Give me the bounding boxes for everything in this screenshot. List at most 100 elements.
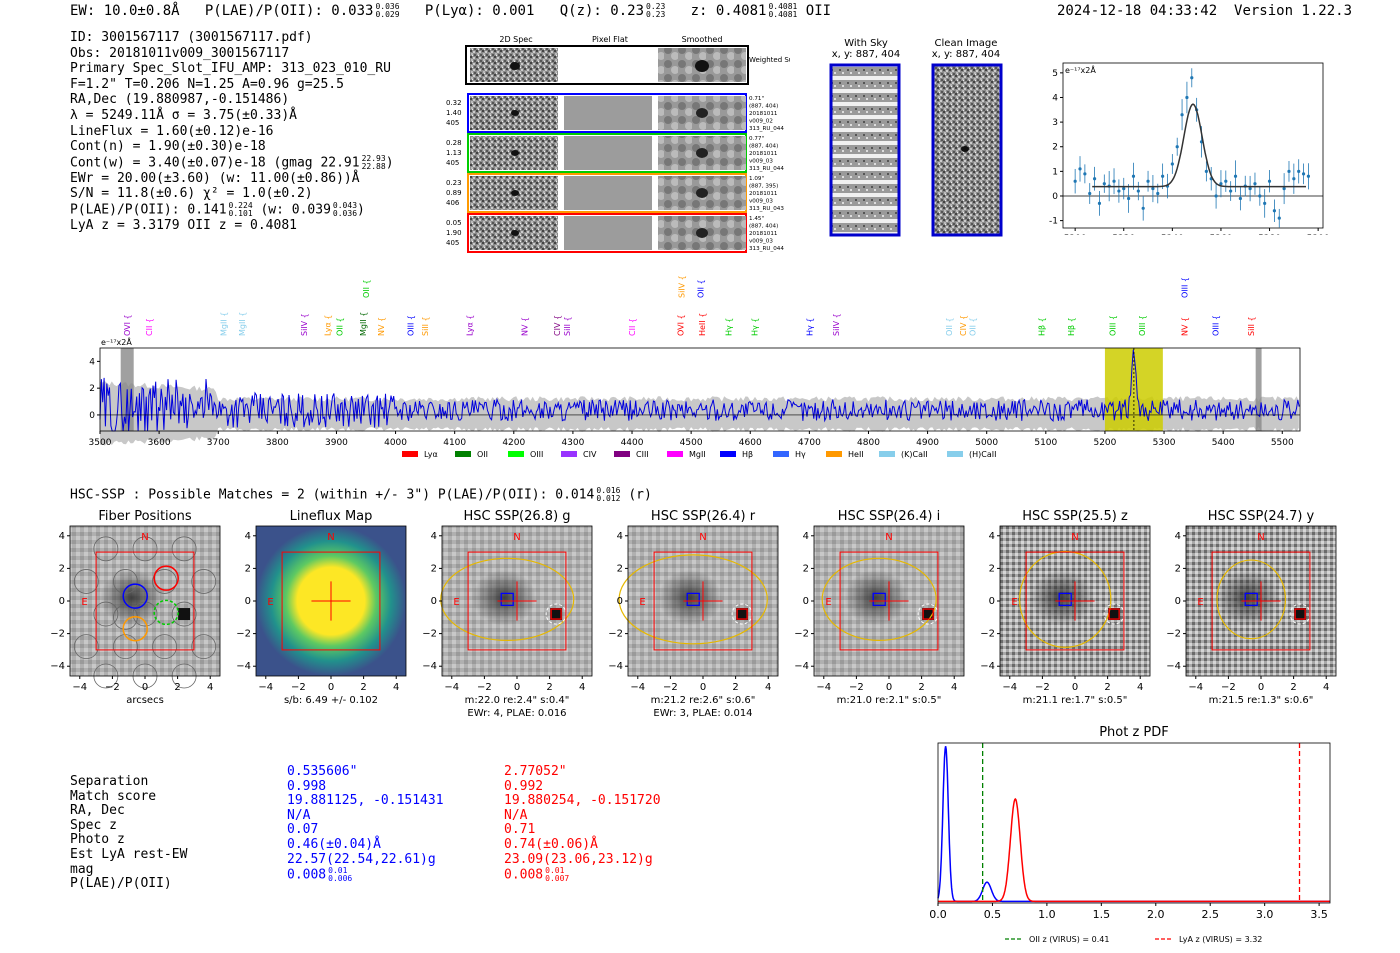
photz-xtick: 2.0 [1147,908,1165,921]
zoom-ytick: 0 [1052,192,1058,202]
stamp-xtick: −4 [1002,682,1017,693]
col-header-pixelflat: Pixel Flat [592,35,628,44]
comparison-cell: Separation [70,774,149,789]
east-label: E [1197,597,1203,608]
zoom-point [1219,182,1223,186]
stamp-xtick: −2 [663,682,678,693]
zoom-point [1112,179,1116,183]
east-label: E [267,597,273,608]
plae-value: P(LAE)/P(OII): 0.033 [204,3,374,19]
spectrum-ytick: 2 [89,384,95,394]
zoom-ytick: 2 [1052,143,1058,153]
legend-swatch [508,451,524,457]
emission-line-label: CII { [628,318,637,336]
legend-label: Hγ [795,450,806,459]
timestamp: 2024-12-18 04:33:42 [1057,3,1218,19]
north-label: N [513,532,520,543]
zoom-point [1117,189,1121,193]
spectrum-xtick: 5000 [975,438,998,448]
zoom-point [1301,172,1306,176]
sky-panels [829,63,1003,237]
z-value: z: 0.4081 [690,3,767,19]
emission-line-label: HeII { [698,313,707,336]
zoom-point [1102,182,1106,186]
stamp-xtick: 0 [142,682,148,693]
spectrum-xtick: 4100 [443,438,466,448]
zoom-point [1297,169,1301,173]
zoom-point [1204,169,1208,173]
comparison-blue-match: 0.535606" 0.998 19.881125, -0.151431 N/A 0.0… [287,764,444,882]
stamp-xtick: 0 [700,682,706,693]
cutout-row-metric: 0.89 [446,189,462,197]
emission-line-label: OVI { [676,314,685,336]
summary-radec: RA,Dec (19.880987,-0.151486) [70,92,290,108]
stamp-xtick: 4 [1137,682,1143,693]
spectrum-error-band [100,381,1299,446]
stamp-xtick: 4 [579,682,585,693]
legend-swatch [614,451,630,457]
stamp-xtick: 4 [951,682,957,693]
zoom-point [1146,179,1150,183]
comparison-cell: 0.998 [287,778,327,794]
stamp-xtick: 2 [1104,682,1110,693]
legend-swatch [826,451,842,457]
match-marker-blue [872,592,886,607]
stamp-xtick: 0 [514,682,520,693]
north-label: N [141,532,148,543]
cutout-row-metric: 1.90 [446,229,462,237]
photz-legend-label: OII z (VIRUS) = 0.41 [1029,935,1109,944]
cutout-row-meta: 313_RU_044 [749,126,784,132]
zoom-point [1267,179,1272,183]
photz-xtick: 3.0 [1256,908,1274,921]
photz-xtick: 0.0 [929,908,947,921]
cutout-row-meta: 1.45" [749,216,764,222]
summary-primary: Primary Spec_Slot_IFU_AMP: 313_023_010_R… [70,61,391,77]
stamp-caption: m:22.0 re:2.4" s:0.4" [465,695,570,706]
emission-line-label: OII { [945,317,954,336]
stamp-ytick: 0 [431,596,437,607]
col-header-2dspec: 2D Spec [499,35,532,44]
legend-swatch [947,451,963,457]
stamp-ytick: 4 [431,531,437,542]
zoom-point [1127,196,1131,201]
zoom-point [1272,209,1277,213]
cutout-row-metric: 405 [446,119,459,127]
cutout-row-metric: 0.23 [446,179,462,187]
cutout-row-meta: 20181011 [749,231,778,237]
comparison-cell: P(LAE)/P(OII) [70,876,172,892]
stamp-panel: HSC SSP(26.4) i N E −4 −4 −2 −2 0 0 2 2 4 4 m:21.0 re… [794,509,965,706]
summary-contw: Cont(w) = 3.40(±0.07)e-18 (gmag 22.91 22.… [70,153,394,171]
stamp-ytick: 2 [431,563,437,574]
cutout-row-metric: 1.13 [446,149,462,157]
zoom-xtick: 5260 [1209,234,1232,235]
stamp-xtick: 0 [1258,682,1264,693]
match-marker-blue [1244,592,1258,607]
legend-swatch [667,451,683,457]
zoom-ytick: -1 [1049,217,1058,227]
cutout-row-metric: 0.28 [446,139,462,147]
stamp-xtick: −2 [849,682,864,693]
cutout-panel: 2D Spec Pixel Flat Smoothed Weighted Sum… [446,35,790,253]
emission-line-label: Hγ { [724,318,733,336]
stamp-title: HSC SSP(25.5) z [1022,509,1128,524]
emission-line-label: SiII { [1247,316,1256,336]
clean-image-title: Clean Image x, y: 887, 404 [931,38,1001,60]
stamp-ytick: 2 [803,563,809,574]
emission-line-label: Lyα { [324,315,333,336]
stamp-ytick: 4 [989,531,995,542]
comparison-cell: N/A [287,807,311,823]
east-label: E [453,597,459,608]
photz-title: Phot z PDF [1099,725,1169,740]
cutout-row-meta: (887, 404) [749,144,778,150]
stamp-ytick: −2 [608,629,623,640]
stamp-xtick: −4 [1188,682,1203,693]
zoom-point [1151,186,1155,191]
spectrum-xtick: 4300 [561,438,584,448]
north-label: N [699,532,706,543]
emission-line-label: OVI { [123,314,132,336]
zoom-point [1229,189,1233,193]
stamp-ytick: −4 [236,661,251,672]
comparison-cell: 23.09(23.06,23.12)g [504,851,653,867]
spectrum-xtick: 4000 [384,438,407,448]
legend-swatch [773,451,789,457]
